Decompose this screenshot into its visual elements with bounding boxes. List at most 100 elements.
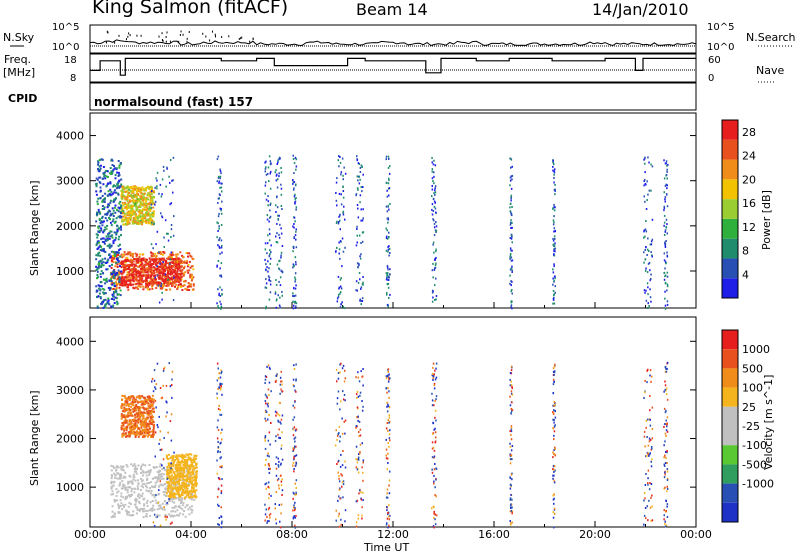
velocity-data-point — [294, 482, 297, 485]
velocity-data-point — [139, 406, 142, 409]
power-data-point — [145, 205, 148, 208]
velocity-data-point — [268, 394, 270, 396]
power-data-point — [147, 220, 150, 223]
power-data-point — [121, 279, 124, 282]
velocity-data-point — [338, 512, 340, 515]
velocity-data-point — [158, 507, 161, 510]
power-data-point — [96, 306, 99, 309]
power-data-point — [216, 302, 218, 305]
power-data-point — [340, 193, 342, 196]
power-data-point — [337, 221, 340, 224]
power-data-point — [116, 229, 119, 232]
velocity-data-point — [122, 465, 125, 468]
power-data-point — [553, 181, 555, 184]
power-data-point — [119, 215, 121, 218]
power-data-point — [280, 254, 282, 257]
velocity-data-point — [130, 463, 133, 466]
velocity-data-point — [151, 500, 154, 502]
velocity-data-point — [264, 375, 267, 378]
power-data-point — [100, 229, 103, 232]
velocity-data-point — [166, 481, 169, 484]
velocity-data-point — [169, 522, 172, 525]
power-data-point — [97, 230, 100, 233]
power-data-point — [643, 251, 645, 254]
station-title: King Salmon (fitACF) — [92, 0, 289, 18]
velocity-data-point — [269, 443, 271, 446]
power-data-point — [648, 250, 650, 252]
velocity-data-point — [129, 480, 132, 483]
velocity-data-point — [187, 464, 190, 467]
power-data-point — [96, 211, 99, 214]
power-data-point — [553, 235, 556, 238]
power-data-point — [133, 267, 136, 270]
power-data-point — [509, 257, 511, 260]
velocity-data-point — [362, 459, 365, 462]
power-data-point — [275, 179, 278, 182]
power-data-point — [647, 262, 650, 265]
power-data-point — [123, 270, 126, 273]
power-data-point — [433, 192, 435, 195]
power-data-point — [98, 230, 101, 232]
power-data-point — [294, 276, 296, 279]
power-data-point — [159, 265, 161, 268]
power-data-point — [177, 277, 180, 280]
velocity-data-point — [142, 420, 145, 423]
velocity-data-point — [180, 461, 183, 464]
power-data-point — [97, 211, 100, 213]
velocity-data-point — [264, 382, 266, 384]
power-data-point — [432, 296, 434, 299]
power-data-point — [356, 187, 359, 190]
velocity-data-point — [344, 460, 346, 463]
velocity-data-point — [189, 490, 192, 493]
power-data-point — [147, 273, 150, 276]
power-data-point — [139, 261, 142, 264]
velocity-data-point — [156, 470, 159, 473]
power-data-point — [650, 300, 652, 303]
power-data-point — [122, 191, 125, 193]
power-data-point — [278, 268, 281, 271]
velocity-data-point — [129, 411, 132, 414]
power-data-point — [292, 292, 294, 295]
power-data-point — [129, 206, 131, 209]
power-data-point — [117, 171, 120, 174]
power-data-point — [386, 274, 388, 277]
power-data-point — [156, 252, 159, 255]
power-data-point — [643, 180, 645, 182]
power-data-point — [270, 251, 272, 254]
velocity-data-point — [219, 409, 221, 411]
power-data-point — [153, 281, 156, 284]
power-data-point — [99, 297, 102, 300]
velocity-data-point — [168, 513, 171, 516]
velocity-data-point — [188, 492, 191, 495]
power-data-point — [130, 272, 133, 275]
power-data-point — [98, 292, 101, 295]
velocity-data-point — [128, 481, 131, 484]
power-data-point — [136, 286, 139, 289]
velocity-data-point — [131, 482, 134, 485]
power-data-point — [117, 254, 120, 256]
velocity-data-point — [342, 398, 345, 401]
power-data-point — [552, 277, 554, 280]
velocity-data-point — [178, 476, 181, 479]
power-data-point — [276, 186, 279, 189]
velocity-data-point — [343, 394, 346, 396]
velocity-data-point — [161, 502, 164, 505]
power-data-point — [156, 179, 158, 182]
velocity-data-point — [150, 412, 153, 415]
power-data-point — [157, 270, 160, 273]
velocity-data-point — [151, 405, 154, 408]
power-data-point — [166, 232, 168, 235]
velocity-data-point — [267, 388, 270, 391]
power-data-point — [553, 279, 555, 282]
power-data-point — [125, 216, 127, 219]
power-data-point — [141, 271, 144, 274]
power-data-point — [133, 269, 136, 272]
velocity-data-point — [169, 491, 172, 494]
power-data-point — [509, 255, 511, 258]
power-data-point — [434, 193, 436, 196]
power-data-point — [128, 221, 131, 224]
power-data-point — [110, 259, 113, 262]
power-data-point — [340, 171, 343, 174]
power-data-point — [103, 171, 106, 174]
velocity-data-point — [217, 377, 220, 380]
